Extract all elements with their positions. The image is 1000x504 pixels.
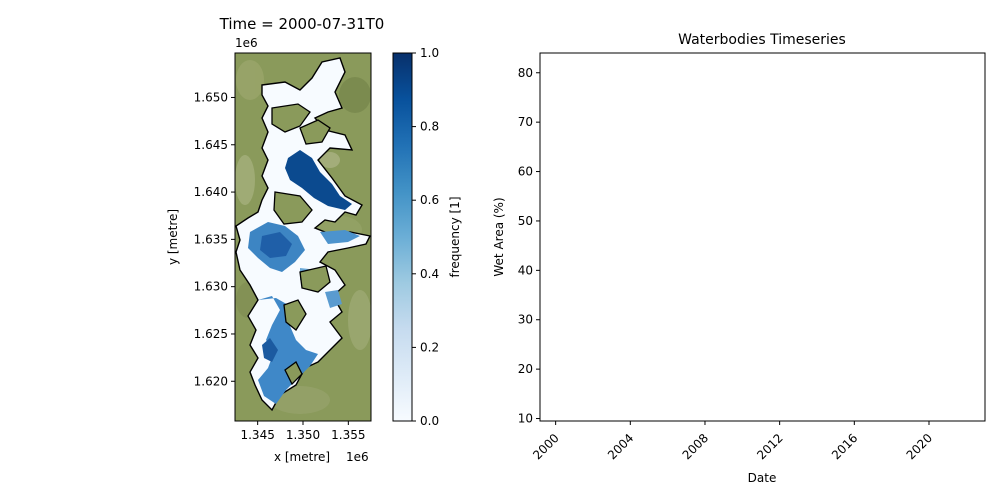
map-y-tick-label: 1.645 [194,138,228,152]
high-frequency-zone-upper [285,150,352,210]
colorbar-label: frequency [1] [448,197,462,278]
timeseries-y-tick-label: 70 [518,115,533,129]
timeseries-x-ticks: 2000 2004 2008 2012 2016 2020 [530,421,935,462]
lower-channels [258,296,318,404]
map-y-tick-label: 1.650 [194,90,228,104]
timeseries-title: Waterbodies Timeseries [678,32,846,48]
map-x-tick-label: 1.355 [331,428,365,442]
map-y-tick-label: 1.625 [194,327,228,341]
map-y-tick-label: 1.620 [194,374,228,388]
timeseries-y-tick-label: 40 [518,263,533,277]
map-y-ticks: 1.620 1.625 1.630 1.635 1.640 1.645 1.650 [194,90,235,388]
timeseries-y-tick-label: 60 [518,165,533,179]
timeseries-x-tick-label: 2012 [754,431,785,462]
island [271,103,311,133]
colorbar-tick-label: 0.0 [420,414,439,428]
map-y-axis-label: y [metre] [166,209,180,265]
colorbar-tick-label: 0.6 [420,193,439,207]
map-y-tick-label: 1.635 [194,232,228,246]
colorbar-tick-label: 0.4 [420,267,439,281]
timeseries-x-axis-label: Date [748,471,777,485]
colorbar-ticks: 0.0 0.2 0.4 0.6 0.8 1.0 [412,46,439,428]
map-y-tick-label: 1.630 [194,280,228,294]
timeseries-x-tick-label: 2000 [530,431,561,462]
map-x-offset-label: 1e6 [346,450,369,464]
colorbar-tick-label: 0.2 [420,340,439,354]
colorbar-tick-label: 1.0 [420,46,439,60]
timeseries-x-tick-label: 2020 [904,431,935,462]
colorbar-gradient [392,52,413,422]
timeseries-panel: Waterbodies Timeseries 1020304050607080 … [492,32,986,485]
colorbar-tick-label: 0.8 [420,120,439,134]
timeseries-y-tick-label: 80 [518,66,533,80]
timeseries-y-tick-label: 50 [518,214,533,228]
timeseries-axes-frame [539,52,986,422]
map-x-ticks: 1.345 1.350 1.355 [240,421,366,442]
map-y-tick-label: 1.640 [194,185,228,199]
timeseries-y-ticks: 10 20 30 40 50 60 70 80 [518,66,540,426]
timeseries-y-axis-label: Wet Area (%) [492,197,506,276]
timeseries-y-tick-label: 30 [518,313,533,327]
map-x-tick-label: 1.350 [286,428,320,442]
map-x-axis-label: x [metre] [274,450,330,464]
map-y-offset-label: 1e6 [235,36,258,50]
timeseries-y-tick-label: 20 [518,362,533,376]
colorbar: 0.0 0.2 0.4 0.6 0.8 1.0 frequency [1] [392,46,462,428]
timeseries-y-tick-label: 10 [518,412,533,426]
map-image [235,53,371,421]
timeseries-x-tick-label: 2016 [829,431,860,462]
timeseries-x-tick-label: 2004 [605,431,636,462]
map-x-tick-label: 1.345 [240,428,274,442]
map-panel: Time = 2000-07-31T0 [166,15,384,464]
timeseries-x-tick-label: 2008 [680,431,711,462]
map-title: Time = 2000-07-31T0 [219,15,385,33]
